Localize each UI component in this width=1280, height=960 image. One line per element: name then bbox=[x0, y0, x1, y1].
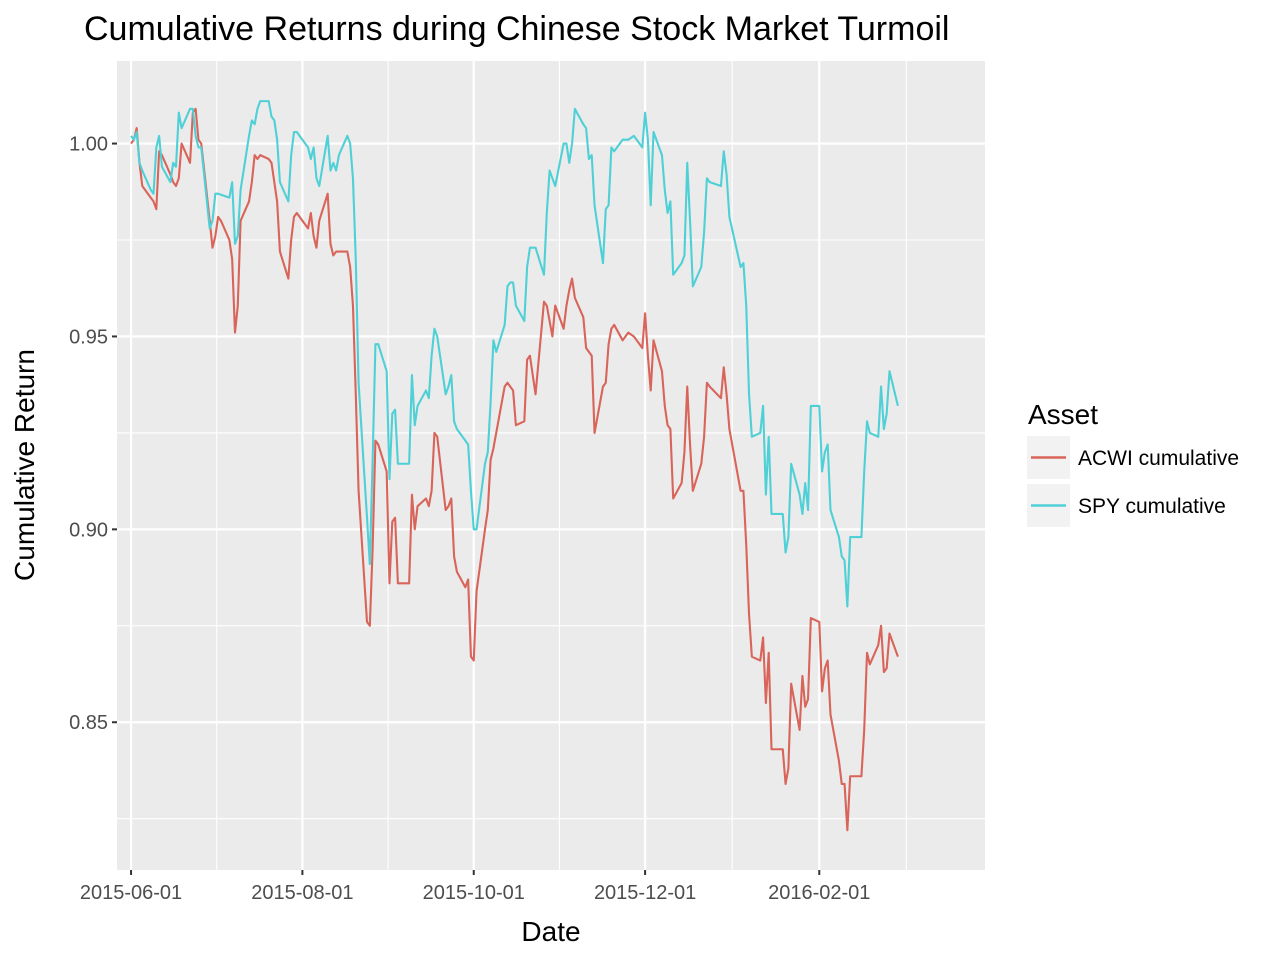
series-layer bbox=[130, 100, 899, 832]
y-axis-title: Cumulative Return bbox=[9, 349, 40, 581]
legend-label: ACWI cumulative bbox=[1078, 447, 1239, 470]
legend-title: Asset bbox=[1028, 399, 1098, 430]
legend: Asset ACWI cumulative SPY cumulative bbox=[1027, 399, 1239, 527]
y-tick-label: 0.85 bbox=[69, 712, 108, 734]
legend-label: SPY cumulative bbox=[1078, 495, 1226, 518]
series-line-acwi-cumulative bbox=[130, 107, 899, 832]
grid-lines bbox=[117, 61, 985, 870]
chart-title: Cumulative Returns during Chinese Stock … bbox=[84, 10, 949, 48]
y-axis: 0.85 0.90 0.95 1.00 bbox=[69, 134, 117, 734]
legend-item-spy-cumulative: SPY cumulative bbox=[1027, 484, 1226, 527]
x-axis: 2015-06-01 2015-08-01 2015-10-01 2015-12-01… bbox=[80, 870, 870, 904]
y-tick-label: 0.90 bbox=[69, 519, 108, 541]
y-tick-label: 1.00 bbox=[69, 134, 108, 156]
y-tick-label: 0.95 bbox=[69, 326, 108, 348]
series-line-spy-cumulative bbox=[130, 100, 899, 608]
x-axis-title: Date bbox=[521, 916, 580, 947]
plot-background bbox=[117, 61, 985, 870]
x-tick-label: 2016-02-01 bbox=[768, 882, 870, 904]
x-tick-label: 2015-12-01 bbox=[594, 882, 696, 904]
x-tick-label: 2015-10-01 bbox=[423, 882, 525, 904]
legend-item-acwi-cumulative: ACWI cumulative bbox=[1027, 436, 1239, 479]
plot-panel bbox=[117, 61, 985, 870]
x-tick-label: 2015-06-01 bbox=[80, 882, 182, 904]
x-tick-label: 2015-08-01 bbox=[251, 882, 353, 904]
legend-items: ACWI cumulative SPY cumulative bbox=[1027, 436, 1239, 527]
